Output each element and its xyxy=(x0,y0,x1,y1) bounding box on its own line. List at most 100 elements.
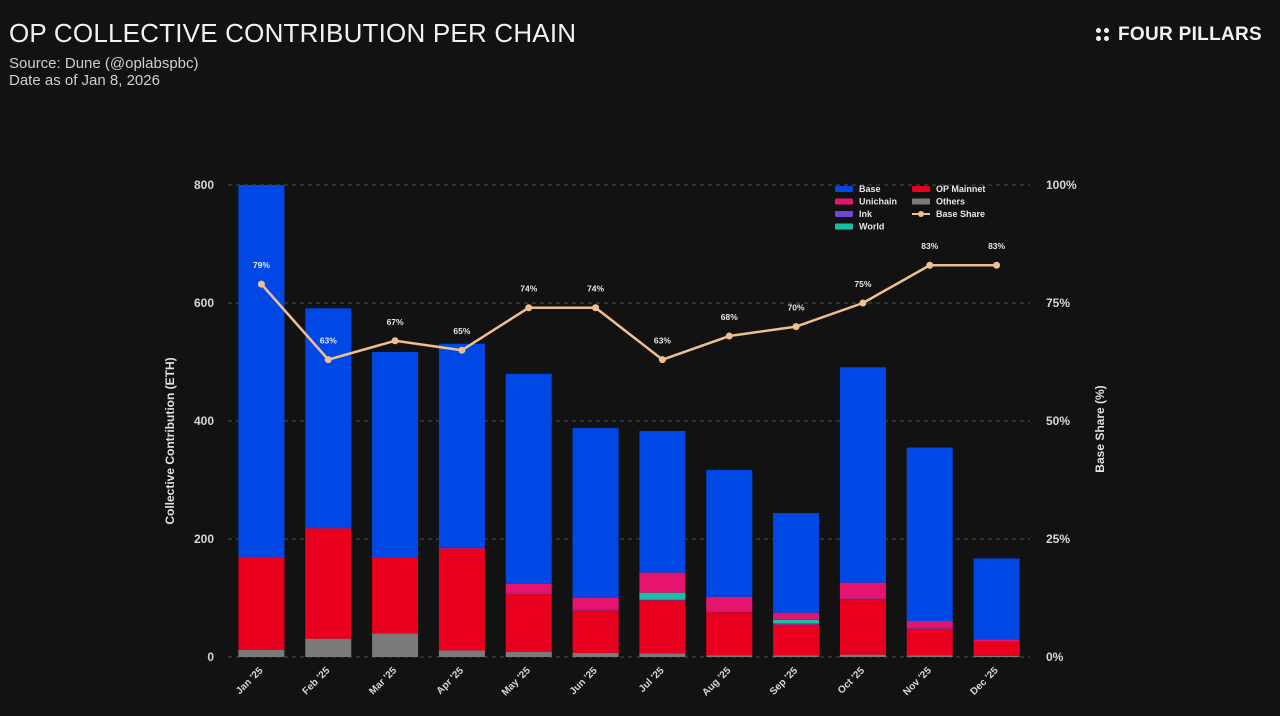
base-share-label: 68% xyxy=(721,312,738,322)
bar-others xyxy=(572,652,619,657)
bar-unichain xyxy=(973,639,1020,642)
bar-unichain xyxy=(505,583,552,593)
base-share-label: 63% xyxy=(654,336,671,346)
bar-base xyxy=(706,469,753,597)
bar-op-mainnet xyxy=(505,593,552,652)
bar-unichain xyxy=(839,582,886,599)
bar-op-mainnet xyxy=(773,624,820,656)
base-share-label: 65% xyxy=(453,326,470,336)
y2-tick-label: 50% xyxy=(1046,414,1070,428)
bar-op-mainnet xyxy=(438,548,485,651)
legend-label: Base xyxy=(859,184,881,194)
base-share-point xyxy=(792,323,800,331)
bar-others xyxy=(505,651,552,657)
x-tick-label: Feb '25 xyxy=(301,665,333,697)
base-share-point xyxy=(391,337,399,345)
bar-others xyxy=(973,655,1020,657)
base-share-label: 83% xyxy=(988,241,1005,251)
base-share-label: 67% xyxy=(387,317,404,327)
base-share-label: 63% xyxy=(320,336,337,346)
x-tick-label: Oct '25 xyxy=(836,665,867,696)
legend-label: Base Share xyxy=(936,209,985,219)
y-tick-label: 200 xyxy=(194,532,214,546)
bar-ink xyxy=(572,609,619,611)
brand-name: FOUR PILLARS xyxy=(1118,24,1262,45)
bar-ink xyxy=(973,641,1020,642)
y-tick-label: 600 xyxy=(194,296,214,310)
legend-label: OP Mainnet xyxy=(936,184,985,194)
bar-ink xyxy=(505,592,552,594)
y-tick-label: 400 xyxy=(194,414,214,428)
x-tick-label: Nov '25 xyxy=(901,665,934,698)
base-share-point xyxy=(324,356,332,364)
y2-tick-label: 0% xyxy=(1046,650,1064,664)
bar-base xyxy=(773,513,820,613)
bar-op-mainnet xyxy=(372,557,419,634)
bar-world xyxy=(773,619,820,624)
base-share-point xyxy=(592,304,600,312)
date-note: Date as of Jan 8, 2026 xyxy=(9,72,160,89)
bar-ink xyxy=(238,556,285,558)
x-tick-label: Apr '25 xyxy=(435,665,467,697)
bar-op-mainnet xyxy=(906,628,953,656)
bar-others xyxy=(839,654,886,657)
legend-swatch xyxy=(835,211,853,217)
y-tick-label: 0 xyxy=(207,650,214,664)
base-share-point xyxy=(725,332,733,340)
bar-op-mainnet xyxy=(839,599,886,655)
y2-tick-label: 75% xyxy=(1046,296,1070,310)
legend-swatch xyxy=(912,198,930,205)
bar-ink xyxy=(706,611,753,613)
bar-base xyxy=(505,373,552,584)
base-share-label: 83% xyxy=(921,241,938,251)
y2-axis-label: Base Share (%) xyxy=(1093,385,1107,472)
bar-ink xyxy=(372,557,419,558)
bar-ink xyxy=(639,599,686,601)
base-share-point xyxy=(257,280,265,288)
bar-ink xyxy=(773,623,820,625)
base-share-label: 74% xyxy=(520,284,537,294)
bar-base xyxy=(973,558,1020,640)
bar-unichain xyxy=(773,612,820,620)
x-tick-label: Sep '25 xyxy=(768,665,801,698)
bar-ink xyxy=(438,547,485,549)
legend-swatch xyxy=(912,186,930,192)
base-share-label: 74% xyxy=(587,284,604,294)
x-tick-label: May '25 xyxy=(500,665,533,698)
bar-others xyxy=(372,633,419,657)
bar-base xyxy=(572,428,619,598)
bar-op-mainnet xyxy=(706,612,753,656)
bar-others xyxy=(906,655,953,657)
bar-others xyxy=(305,638,352,657)
base-share-label: 75% xyxy=(854,279,871,289)
bar-op-mainnet xyxy=(973,641,1020,656)
bar-ink xyxy=(839,598,886,600)
source-note: Source: Dune (@oplabspbc) xyxy=(9,55,199,72)
bar-unichain xyxy=(906,621,953,629)
x-tick-label: Jul '25 xyxy=(637,665,667,695)
legend-label: Ink xyxy=(859,209,873,219)
bar-others xyxy=(238,649,285,657)
bar-ink xyxy=(305,527,352,529)
base-share-point xyxy=(926,261,934,269)
brand-logo: FOUR PILLARS xyxy=(1096,24,1262,46)
bar-others xyxy=(438,650,485,657)
bar-world xyxy=(639,592,686,600)
bar-base xyxy=(305,308,352,528)
x-tick-label: Aug '25 xyxy=(700,665,733,698)
base-share-label: 70% xyxy=(788,303,805,313)
x-tick-label: Jan '25 xyxy=(234,665,266,697)
base-share-point xyxy=(458,346,466,354)
x-tick-label: Mar '25 xyxy=(367,665,399,697)
legend-label: Others xyxy=(936,197,965,207)
bar-others xyxy=(773,655,820,657)
bar-base xyxy=(238,185,285,557)
bar-unichain xyxy=(572,598,619,610)
bar-op-mainnet xyxy=(238,557,285,650)
bar-op-mainnet xyxy=(305,528,352,639)
legend-swatch xyxy=(835,198,853,205)
base-share-label: 79% xyxy=(253,260,270,270)
bar-others xyxy=(706,655,753,657)
bar-others xyxy=(639,653,686,657)
